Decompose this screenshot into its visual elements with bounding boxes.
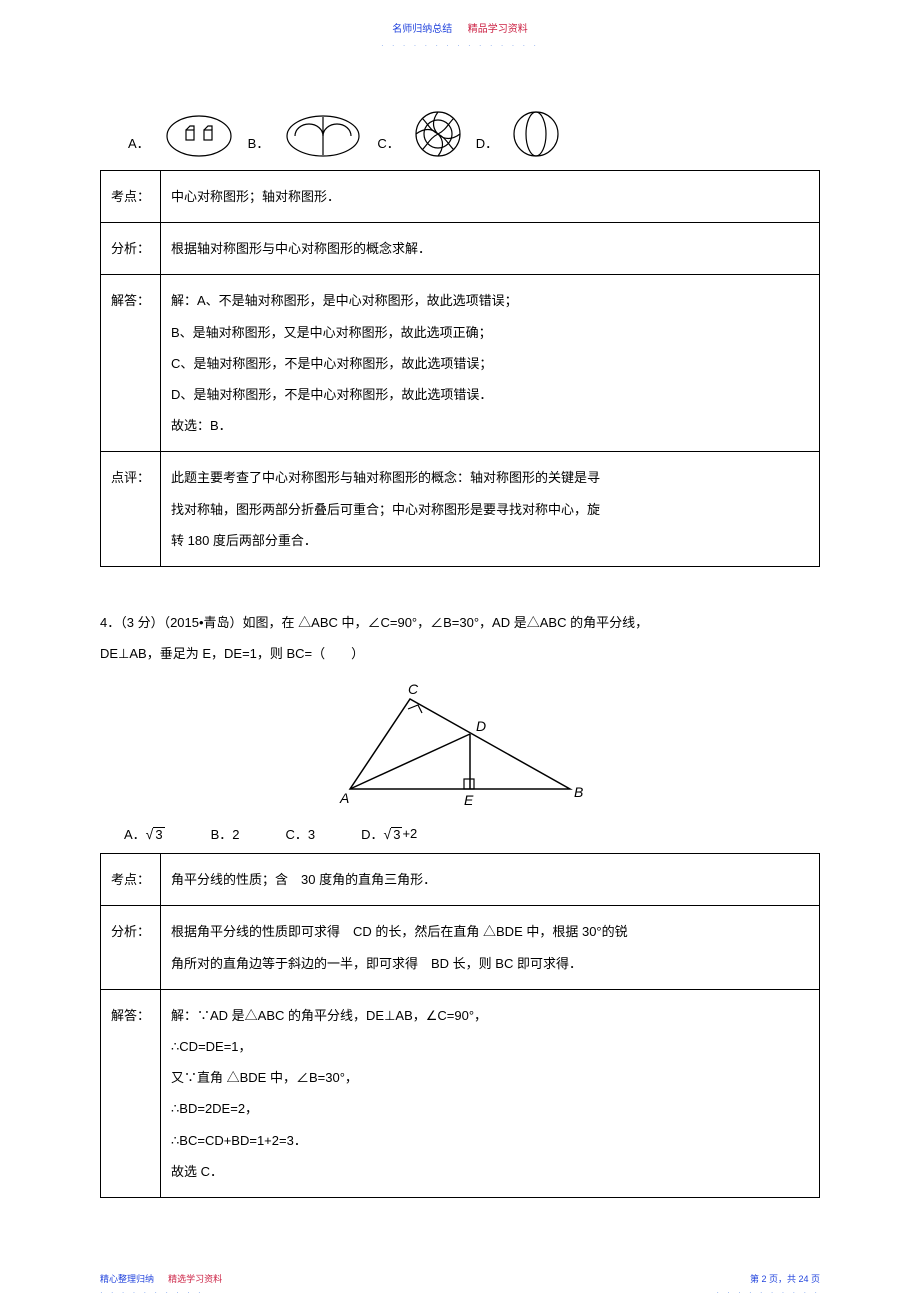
q4-row2-label: 分析： — [101, 906, 161, 989]
q4-figure: C D A B E — [100, 679, 820, 814]
page: 名师归纳总结 精品学习资料 · · · · · · · · · · · · · … — [0, 0, 920, 1303]
q4-opt-a-pre: A． — [124, 824, 146, 843]
q4-option-c: C．3 — [286, 824, 316, 843]
q3-option-a-icon — [164, 114, 234, 158]
q4-triangle-svg: C D A B E — [330, 679, 590, 809]
q3-option-c-icon — [414, 110, 462, 158]
q4-row2-text: 根据角平分线的性质即可求得 CD 的长，然后在直角 △BDE 中，根据 30°的… — [161, 906, 820, 989]
q4-row3-l5: ∴BC=CD+BD=1+2=3． — [171, 1133, 307, 1148]
q3-row3-l4: D、是轴对称图形，不是中心对称图形，故此选项错误． — [171, 387, 492, 402]
q3-option-d-label: D． — [476, 133, 498, 152]
q3-table: 考点： 中心对称图形；轴对称图形． 分析： 根据轴对称图形与中心对称图形的概念求… — [100, 170, 820, 567]
q4-row3-l2: ∴CD=DE=1， — [171, 1039, 252, 1054]
q3-option-d-icon — [512, 110, 560, 158]
q3-row1-text: 中心对称图形；轴对称图形． — [161, 171, 820, 223]
footer-dots: · · · · · · · · · · · · · · · · · · · · — [100, 1288, 820, 1297]
q4-opt-a-rad: 3 — [153, 827, 164, 841]
q4-row2-l1: 根据角平分线的性质即可求得 CD 的长，然后在直角 △BDE 中，根据 30°的… — [171, 924, 628, 939]
q4-row2-l2: 角所对的直角边等于斜边的一半，即可求得 BD 长，则 BC 即可求得． — [171, 956, 582, 971]
q3-option-b-label: B． — [248, 133, 270, 152]
q3-row4-l2: 找对称轴，图形两部分折叠后可重合；中心对称图形是要寻找对称中心，旋 — [171, 502, 600, 517]
header-left: 名师归纳总结 — [392, 24, 452, 35]
q3-row4-label: 点评： — [101, 452, 161, 567]
q4-label-c: C — [408, 681, 419, 697]
q3-row4-text: 此题主要考查了中心对称图形与轴对称图形的概念：轴对称图形的关键是寻 找对称轴，图… — [161, 452, 820, 567]
q4-row1-text: 角平分线的性质；含 30 度角的直角三角形． — [161, 854, 820, 906]
q3-row3-l3: C、是轴对称图形，不是中心对称图形，故此选项错误； — [171, 356, 492, 371]
q4-label-d: D — [476, 718, 486, 734]
q3-row2-label: 分析： — [101, 223, 161, 275]
header-note: 名师归纳总结 精品学习资料 — [100, 20, 820, 35]
q3-row3-l5: 故选：B． — [171, 418, 232, 433]
q3-options-row: A． B． C． D． — [124, 110, 820, 158]
header-right: 精品学习资料 — [468, 24, 528, 35]
footer-left-b: 精选学习资料 — [168, 1274, 222, 1284]
q3-row3-l2: B、是轴对称图形，又是中心对称图形，故此选项正确； — [171, 325, 492, 340]
q3-row3-text: 解：A、不是轴对称图形，是中心对称图形，故此选项错误； B、是轴对称图形，又是中… — [161, 275, 820, 452]
q4-row1-label: 考点： — [101, 854, 161, 906]
q4-options-row: A． √3 B．2 C．3 D． √3 +2 — [124, 824, 820, 843]
q4-label-e: E — [464, 792, 474, 808]
q3-option-b-icon — [283, 114, 363, 158]
q3-row3-l1: 解：A、不是轴对称图形，是中心对称图形，故此选项错误； — [171, 293, 518, 308]
q4-option-b: B．2 — [211, 824, 240, 843]
q3-row4-l3: 转 180 度后两部分重合． — [171, 533, 317, 548]
q4-table: 考点： 角平分线的性质；含 30 度角的直角三角形． 分析： 根据角平分线的性质… — [100, 853, 820, 1198]
q4-row3-l1: 解：∵AD 是△ABC 的角平分线，DE⊥AB，∠C=90°， — [171, 1008, 487, 1023]
header-dots: · · · · · · · · · · · · · · · — [100, 41, 820, 50]
q4-option-a: A． √3 — [124, 824, 165, 843]
q4-opt-d-suf: +2 — [402, 826, 417, 841]
q3-row1-label: 考点： — [101, 171, 161, 223]
q4-label-a: A — [339, 790, 349, 806]
footer-left-a: 精心整理归纳 — [100, 1274, 154, 1284]
q4-stem-l2: DE⊥AB，垂足为 E，DE=1，则 BC=（ ） — [100, 646, 364, 661]
q4-label-b: B — [574, 784, 583, 800]
q4-stem-l1: 4．（3 分）（2015•青岛）如图，在 △ABC 中，∠C=90°，∠B=30… — [100, 615, 648, 630]
q3-row3-label: 解答： — [101, 275, 161, 452]
q4-row3-text: 解：∵AD 是△ABC 的角平分线，DE⊥AB，∠C=90°， ∴CD=DE=1… — [161, 989, 820, 1197]
q4-option-d: D． √3 +2 — [361, 824, 417, 843]
q4-opt-d-rad: 3 — [391, 827, 402, 841]
footer-right: 第 2 页，共 24 页 — [750, 1272, 820, 1285]
q3-option-c-label: C． — [377, 133, 399, 152]
q3-row4-l1: 此题主要考查了中心对称图形与轴对称图形的概念：轴对称图形的关键是寻 — [171, 470, 600, 485]
q3-row2-text: 根据轴对称图形与中心对称图形的概念求解． — [161, 223, 820, 275]
q4-stem: 4．（3 分）（2015•青岛）如图，在 △ABC 中，∠C=90°，∠B=30… — [100, 607, 820, 669]
q4-opt-d-pre: D． — [361, 824, 383, 843]
q4-row3-label: 解答： — [101, 989, 161, 1197]
q3-option-a-label: A． — [128, 133, 150, 152]
q4-row3-l4: ∴BD=2DE=2， — [171, 1101, 258, 1116]
q4-row3-l3: 又∵直角 △BDE 中，∠B=30°， — [171, 1070, 358, 1085]
q4-row3-l6: 故选 C． — [171, 1164, 223, 1179]
footer-left: 精心整理归纳 精选学习资料 — [100, 1272, 222, 1285]
footer: 精心整理归纳 精选学习资料 第 2 页，共 24 页 — [100, 1272, 820, 1285]
